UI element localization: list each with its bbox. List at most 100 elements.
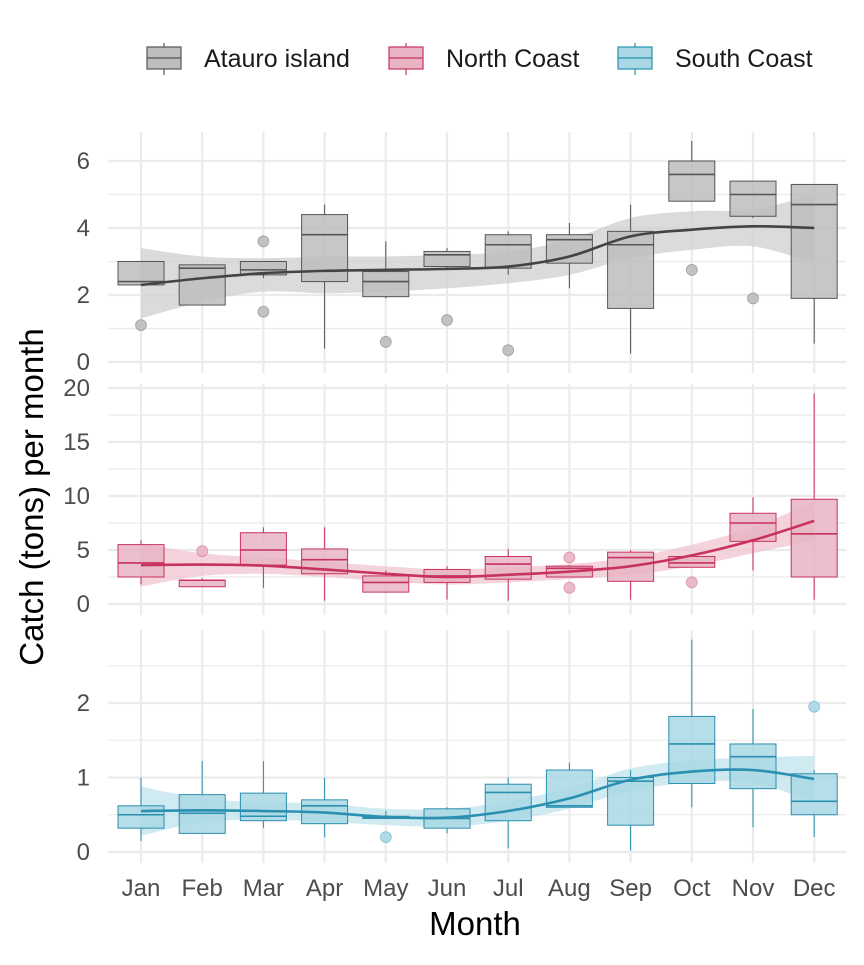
outlier-atauro-island-jan <box>135 319 147 332</box>
y-tick-label-south-coast: 2 <box>77 690 90 717</box>
box-north-coast-jan <box>117 540 165 585</box>
x-tick-label-jan: Jan <box>122 875 161 902</box>
x-tick-label-jun: Jun <box>428 875 467 902</box>
box-iqr <box>484 783 532 822</box>
box-iqr <box>607 777 655 826</box>
box-iqr <box>239 532 287 566</box>
x-tick-label-jul: Jul <box>493 875 524 902</box>
box-atauro-island-nov <box>729 180 777 218</box>
box-iqr <box>178 264 226 306</box>
y-tick-label-atauro-island: 0 <box>77 349 90 376</box>
legend-item-0: Atauro island <box>146 43 350 75</box>
y-tick-label-atauro-island: 2 <box>77 282 90 309</box>
outlier-atauro-island-may <box>379 335 392 348</box>
box-north-coast-mar <box>239 527 287 588</box>
x-tick-label-aug: Aug <box>548 875 591 902</box>
box-atauro-island-feb <box>178 264 226 306</box>
box-iqr <box>362 575 410 593</box>
box-south-coast-apr <box>301 777 349 838</box>
smooth-line-north-coast <box>140 519 815 579</box>
x-tick-label-mar: Mar <box>243 875 284 902</box>
outlier-north-coast-aug <box>563 581 576 594</box>
box-atauro-island-jul <box>484 231 532 275</box>
box-iqr <box>607 230 655 309</box>
box-south-coast-feb <box>178 761 226 834</box>
confidence-band-atauro-island <box>141 194 815 319</box>
box-iqr <box>362 271 410 298</box>
outlier-atauro-island-jul <box>502 344 515 357</box>
box-south-coast-oct <box>668 639 716 808</box>
outlier-north-coast-aug <box>563 551 576 564</box>
legend-label-1: North Coast <box>446 45 579 73</box>
x-tick-label-feb: Feb <box>182 875 223 902</box>
y-tick-label-south-coast: 0 <box>77 839 90 866</box>
box-south-coast-aug <box>545 762 593 808</box>
axes: Jan Feb Mar Apr May Jun Jul Aug Sep Oct Nov Dec 0 2 4 6… <box>63 148 835 902</box>
box-iqr <box>117 544 165 578</box>
outlier-atauro-island-jun <box>441 314 453 327</box>
y-tick-label-south-coast: 1 <box>77 765 90 792</box>
box-iqr <box>790 773 838 816</box>
outlier-atauro-island-nov <box>747 292 759 305</box>
outlier-south-coast-dec <box>808 700 821 713</box>
box-atauro-island-apr <box>301 204 349 349</box>
legend-item-1: North Coast <box>388 43 579 75</box>
box-iqr <box>117 805 165 829</box>
box-atauro-island-jun <box>423 248 471 269</box>
smooth-lines <box>140 225 815 820</box>
x-tick-label-oct: Oct <box>673 875 711 902</box>
x-tick-label-may: May <box>363 875 408 902</box>
outlier-south-coast-may <box>379 831 392 844</box>
smooth-line-atauro-island <box>140 225 815 287</box>
y-tick-label-north-coast: 5 <box>77 537 90 564</box>
y-tick-label-atauro-island: 4 <box>77 215 90 242</box>
outlier-atauro-island-oct <box>685 263 698 276</box>
box-atauro-island-may <box>362 241 410 299</box>
box-iqr <box>790 498 838 578</box>
y-tick-label-north-coast: 10 <box>63 483 90 510</box>
legend: Atauro island North Coast South Coast <box>146 43 813 75</box>
box-south-coast-jul <box>484 777 532 849</box>
box-south-coast-dec <box>790 770 838 838</box>
y-axis-title: Catch (tons) per month <box>13 328 50 665</box>
box-atauro-island-dec <box>790 183 838 344</box>
box-iqr <box>729 512 777 542</box>
box-north-coast-nov <box>729 497 777 571</box>
y-tick-label-north-coast: 15 <box>63 429 90 456</box>
box-north-coast-may <box>362 570 410 593</box>
legend-label-2: South Coast <box>675 45 813 73</box>
x-axis-title: Month <box>429 905 521 942</box>
outlier-north-coast-oct <box>685 576 698 589</box>
box-south-coast-nov <box>729 708 777 828</box>
box-south-coast-jun <box>423 807 471 834</box>
y-tick-label-north-coast: 0 <box>77 591 90 618</box>
x-tick-label-sep: Sep <box>609 875 652 902</box>
box-south-coast-sep <box>607 770 655 851</box>
box-north-coast-feb <box>178 578 226 588</box>
box-iqr <box>729 180 777 217</box>
box-iqr <box>668 160 716 202</box>
box-south-coast-mar <box>239 761 287 829</box>
box-north-coast-sep <box>607 550 655 600</box>
legend-label-0: Atauro island <box>204 45 350 73</box>
box-north-coast-dec <box>790 393 838 600</box>
box-iqr <box>423 250 471 268</box>
legend-item-2: South Coast <box>617 43 813 75</box>
x-tick-label-dec: Dec <box>793 875 836 902</box>
outlier-north-coast-feb <box>196 545 209 558</box>
box-iqr <box>729 743 777 790</box>
box-north-coast-apr <box>301 527 349 601</box>
x-tick-label-nov: Nov <box>732 875 775 902</box>
x-tick-label-apr: Apr <box>306 875 343 902</box>
box-iqr <box>484 234 532 269</box>
smooth-line-south-coast <box>140 768 815 820</box>
box-atauro-island-sep <box>607 204 655 354</box>
box-atauro-island-jan <box>117 261 165 286</box>
y-tick-label-atauro-island: 6 <box>77 148 90 175</box>
outlier-atauro-island-mar <box>257 305 270 318</box>
box-iqr <box>790 183 838 299</box>
box-iqr <box>178 579 226 588</box>
outlier-atauro-island-mar <box>257 235 270 248</box>
